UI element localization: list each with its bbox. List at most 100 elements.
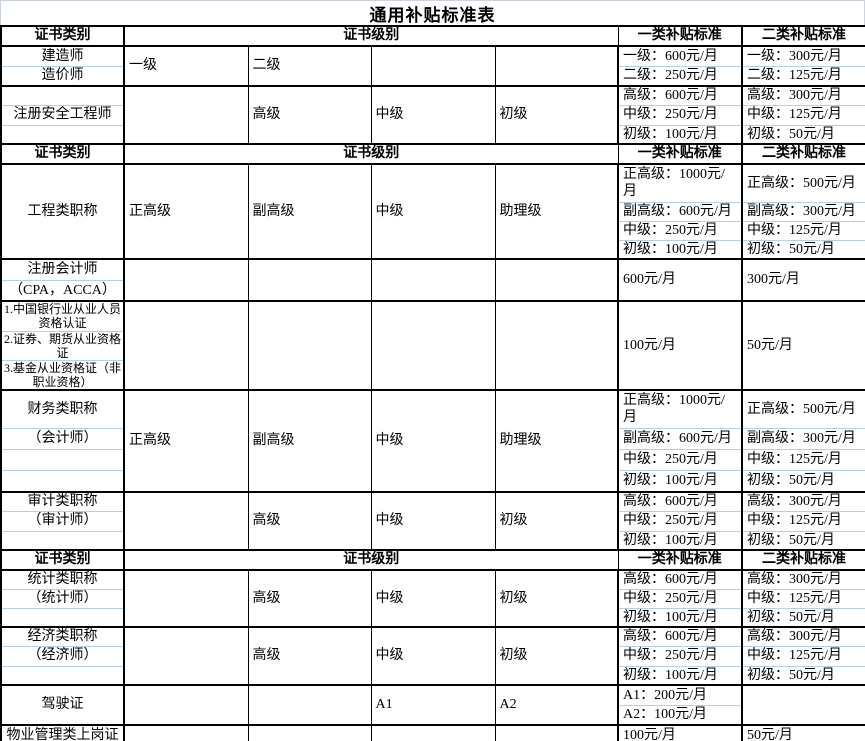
category-cell: 财务类职称	[0, 389, 125, 429]
category-cell: 注册安全工程师	[0, 104, 125, 125]
header-cell: 一类补贴标准	[618, 143, 743, 164]
table-row: 统计类职称 高级 中级 初级 高级：600元/月 高级：300元/月	[0, 569, 865, 628]
subsidy-cell: 50元/月	[742, 724, 865, 741]
empty-cell	[124, 724, 249, 741]
table-row: 高级 中级 初级 高级：600元/月 高级：300元/月	[0, 85, 865, 144]
empty-cell	[124, 299, 249, 391]
category-cell: 审计类职称	[0, 491, 125, 512]
table-row: 3.基金从业资格证（非职业资格）	[0, 359, 865, 391]
table-row: 经济类职称 高级 中级 初级 高级：600元/月 高级：300元/月	[0, 626, 865, 686]
subsidy-cell: 初级：100元/月	[618, 665, 743, 686]
table-row: 证书类别 证书级别 一类补贴标准 二类补贴标准	[0, 143, 865, 164]
subsidy-cell: 副高级：300元/月	[742, 201, 865, 221]
level-cell: 高级	[248, 491, 372, 551]
empty-cell	[248, 258, 372, 301]
category-cell: （经济师）	[0, 645, 125, 667]
subsidy-cell: 50元/月	[742, 299, 865, 391]
level-cell: 助理级	[495, 389, 619, 493]
table-row: 中级：250元/月 中级：125元/月	[0, 448, 865, 471]
empty-cell	[124, 684, 249, 726]
table-row: 中级：250元/月 中级：125元/月	[1, 220, 865, 240]
category-cell: 统计类职称	[0, 569, 125, 590]
level-cell: 初级	[495, 569, 619, 628]
subsidy-cell: 高级：600元/月	[618, 491, 743, 512]
level-cell: 副高级	[248, 389, 372, 493]
header-cell: 证书级别	[124, 549, 619, 571]
level-cell: 中级	[371, 389, 496, 493]
subsidy-cell: 中级：125元/月	[742, 510, 865, 532]
subsidy-cell: 初级：50元/月	[742, 530, 865, 551]
empty-cell	[371, 299, 496, 391]
table-row: 物业管理类上岗证 100元/月 50元/月	[0, 724, 865, 741]
empty-cell	[248, 724, 372, 741]
category-cell: 造价师	[0, 65, 125, 86]
header-cell: 证书类别	[0, 549, 125, 571]
table-row: 初级：100元/月 初级：50元/月	[0, 607, 865, 628]
empty-cell	[371, 258, 496, 301]
level-cell: 一级	[124, 45, 249, 86]
table-row: 财务类职称 正高级 副高级 中级 助理级 正高级：1000元/月 正高级：500元/月	[0, 389, 865, 493]
level-cell: 高级	[248, 85, 372, 144]
table-row: 初级：100元/月 初级：50元/月	[1, 239, 865, 259]
table-row: 审计类职称 高级 中级 初级 高级：600元/月 高级：300元/月	[0, 491, 865, 551]
category-cell: 经济类职称	[0, 626, 125, 647]
subsidy-cell: 初级：100元/月	[618, 530, 743, 551]
table-row: 驾驶证 A1 A2 A1：200元/月	[0, 684, 865, 726]
empty-cell	[0, 530, 125, 551]
subsidy-cell: 中级：250元/月	[618, 448, 743, 471]
level-cell: A2	[495, 684, 619, 726]
subsidy-cell: 初级：100元/月	[618, 124, 743, 144]
subsidy-cell: 中级：125元/月	[742, 645, 865, 667]
empty-cell	[124, 491, 249, 551]
subsidy-cell: A2：100元/月	[618, 704, 743, 726]
header-cell: 证书级别	[124, 143, 619, 164]
subsidy-cell: 中级：250元/月	[618, 220, 743, 240]
subsidy-cell: A1：200元/月	[618, 684, 743, 706]
header-cell: 证书类别	[0, 25, 125, 46]
table-row: （经济师） 中级：250元/月 中级：125元/月	[0, 645, 865, 667]
level-cell: 初级	[495, 85, 619, 144]
table-row: 注册会计师 600元/月 300元/月	[0, 258, 865, 301]
empty-cell	[124, 569, 249, 628]
header-cell: 证书类别	[0, 143, 125, 164]
table-row: 1.中国银行业从业人员资格认证 100元/月 50元/月	[0, 299, 865, 391]
empty-cell	[0, 469, 125, 493]
category-cell: 建造师	[0, 45, 125, 66]
subsidy-cell: 正高级：500元/月	[742, 163, 865, 202]
category-cell: （统计师）	[0, 588, 125, 609]
subsidy-cell: 中级：250元/月	[618, 510, 743, 532]
table-row: （统计师） 中级：250元/月 中级：125元/月	[0, 588, 865, 609]
subsidy-cell: 中级：250元/月	[618, 645, 743, 667]
subsidy-cell: 初级：100元/月	[618, 239, 743, 259]
empty-cell	[124, 626, 249, 686]
subsidy-cell: 600元/月	[618, 258, 743, 301]
subsidy-cell: 正高级：500元/月	[742, 389, 865, 429]
empty-cell	[0, 124, 125, 144]
subsidy-cell: 初级：50元/月	[742, 469, 865, 493]
table-row: （审计师） 中级：250元/月 中级：125元/月	[0, 510, 865, 532]
subsidy-cell: 高级：300元/月	[742, 491, 865, 512]
level-cell: 中级	[371, 85, 496, 144]
category-cell: 驾驶证	[0, 684, 125, 726]
subsidy-cell: 初级：100元/月	[618, 607, 743, 628]
subsidy-cell: 一级：300元/月	[742, 45, 865, 66]
category-cell: （CPA，ACCA）	[0, 279, 125, 301]
header-cell: 二类补贴标准	[742, 25, 865, 46]
subsidy-cell: 副高级：600元/月	[618, 201, 743, 221]
subsidy-cell: 中级：125元/月	[742, 220, 865, 240]
category-cell: 工程类职称	[0, 163, 125, 259]
table-row: （CPA，ACCA）	[0, 279, 865, 301]
empty-cell	[0, 607, 125, 628]
level-cell: 副高级	[248, 163, 372, 259]
level-cell: 高级	[248, 626, 372, 686]
subsidy-cell: 高级：600元/月	[618, 626, 743, 647]
subsidy-cell: 副高级：600元/月	[618, 427, 743, 450]
table-body: 证书类别 证书级别 一类补贴标准 二类补贴标准 建造师 一级 二级 一级：600元/月 一级：3…	[0, 25, 865, 741]
empty-cell	[495, 724, 619, 741]
category-cell: 3.基金从业资格证（非职业资格）	[0, 359, 125, 391]
empty-cell	[495, 45, 619, 86]
subsidy-cell: 100元/月	[618, 724, 743, 741]
level-cell: 中级	[371, 491, 496, 551]
empty-cell	[371, 45, 496, 86]
